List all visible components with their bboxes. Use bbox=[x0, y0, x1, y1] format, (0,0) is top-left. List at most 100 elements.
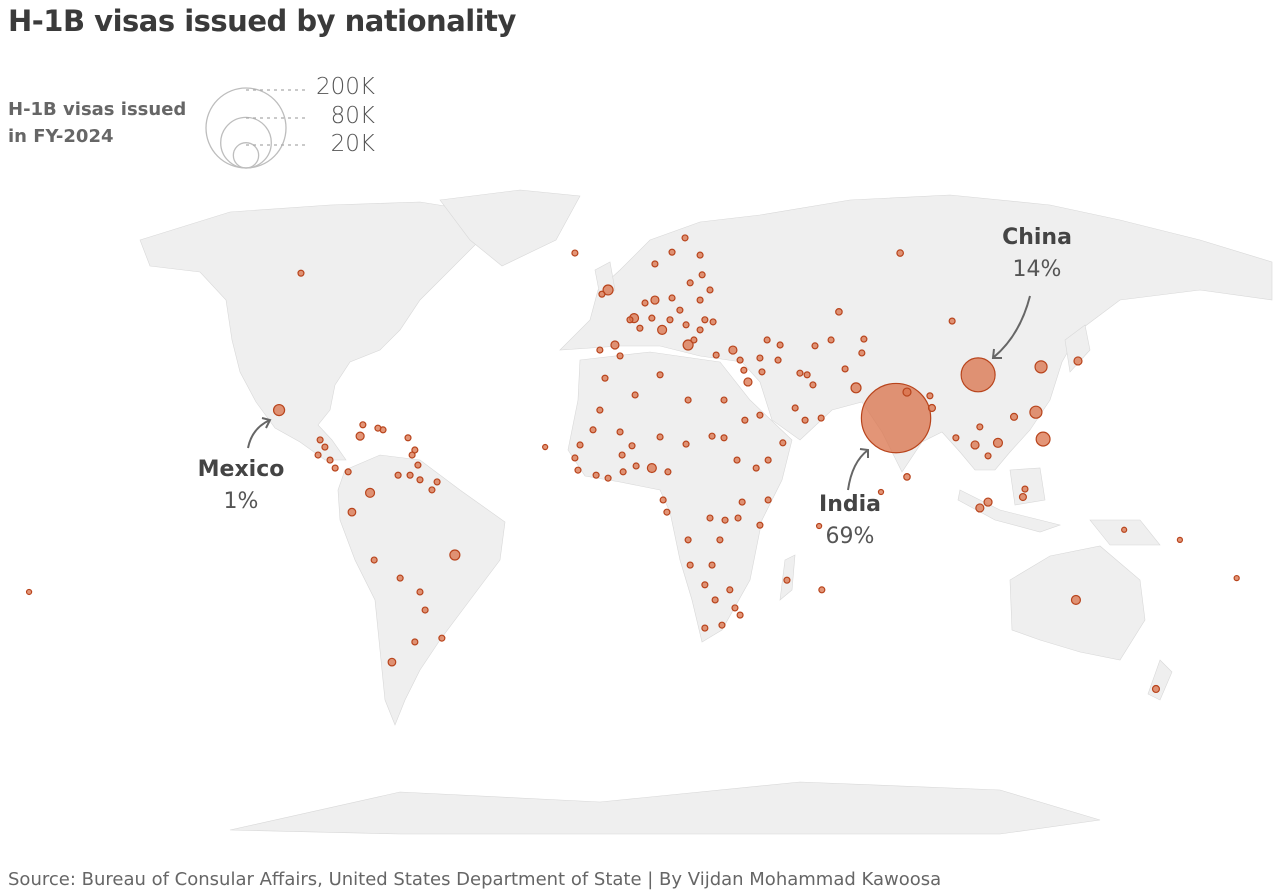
country-bubble bbox=[696, 326, 704, 334]
country-bubble bbox=[666, 316, 674, 324]
country-bubble bbox=[716, 536, 724, 544]
country-bubble bbox=[764, 496, 772, 504]
country-bubble bbox=[975, 503, 985, 513]
country-bubble bbox=[632, 462, 640, 470]
new-zealand bbox=[1147, 659, 1173, 701]
country-bubble bbox=[1121, 526, 1128, 533]
country-bubble bbox=[668, 294, 676, 302]
country-bubble bbox=[726, 586, 734, 594]
country-bubble bbox=[387, 657, 397, 667]
country-bubble bbox=[656, 371, 664, 379]
country-bubble bbox=[631, 391, 639, 399]
country-bubble bbox=[619, 468, 627, 476]
country-bubble bbox=[414, 461, 422, 469]
country-bubble bbox=[960, 357, 996, 393]
country-bubble bbox=[758, 368, 766, 376]
country-bubble bbox=[616, 428, 624, 436]
country-bubble bbox=[272, 403, 286, 417]
country-bubble bbox=[706, 514, 714, 522]
country-bubble bbox=[574, 466, 582, 474]
country-bubble bbox=[698, 271, 706, 279]
country-bubble bbox=[636, 324, 644, 332]
country-bubble bbox=[25, 588, 33, 596]
country-bubble bbox=[1176, 536, 1184, 544]
country-bubble bbox=[818, 586, 826, 594]
country-bubble bbox=[743, 377, 753, 387]
country-bubble bbox=[347, 507, 357, 517]
country-bubble bbox=[1009, 412, 1019, 421]
country-bubble bbox=[684, 536, 692, 544]
country-bubble bbox=[706, 286, 714, 294]
country-bubble bbox=[926, 392, 934, 400]
country-bubble bbox=[738, 498, 746, 506]
country-bubble bbox=[297, 269, 305, 277]
legend-circle-20k bbox=[232, 142, 260, 169]
country-bubble bbox=[858, 349, 866, 357]
country-bubble bbox=[1018, 492, 1027, 502]
country-bubble bbox=[983, 497, 993, 507]
country-bubble bbox=[314, 451, 322, 459]
country-bubble bbox=[433, 478, 441, 486]
country-bubble bbox=[421, 606, 429, 614]
country-bubble bbox=[571, 454, 579, 462]
country-bubble bbox=[733, 456, 741, 464]
mexico-arrowhead bbox=[261, 417, 272, 429]
country-bubble bbox=[355, 431, 365, 441]
india-arrowhead bbox=[859, 448, 869, 458]
country-bubble bbox=[370, 556, 378, 564]
country-bubble bbox=[827, 336, 835, 344]
country-bubble bbox=[659, 496, 667, 504]
country-bubble bbox=[686, 561, 694, 569]
country-bubble bbox=[449, 549, 461, 561]
country-bubble bbox=[860, 382, 932, 454]
china-arrow bbox=[993, 295, 1031, 358]
country-bubble bbox=[344, 468, 352, 476]
country-bubble bbox=[626, 316, 634, 324]
country-bubble bbox=[416, 476, 424, 484]
country-bubble bbox=[734, 514, 742, 522]
country-bubble bbox=[690, 336, 698, 344]
country-bubble bbox=[708, 432, 716, 440]
country-bubble bbox=[681, 234, 689, 242]
country-bubble bbox=[718, 621, 726, 629]
country-bubble bbox=[359, 421, 367, 429]
country-bubble bbox=[428, 486, 436, 494]
country-bubble bbox=[601, 374, 609, 382]
country-bubble bbox=[817, 414, 825, 422]
country-bubble bbox=[364, 487, 376, 498]
country-bubble bbox=[411, 446, 419, 454]
country-bubble bbox=[877, 488, 885, 496]
country-bubble bbox=[438, 634, 446, 642]
country-bubble bbox=[610, 340, 620, 350]
country-bubble bbox=[571, 249, 579, 257]
country-bubble bbox=[326, 456, 334, 464]
indonesia bbox=[957, 467, 1161, 546]
country-bubble bbox=[686, 279, 694, 287]
country-bubble bbox=[676, 306, 684, 314]
country-bubble bbox=[976, 423, 984, 431]
country-bubble bbox=[576, 441, 584, 449]
country-bubble bbox=[736, 611, 744, 619]
annotation-india-name: India bbox=[819, 492, 881, 517]
page-title: H-1B visas issued by nationality bbox=[8, 4, 516, 38]
country-bubble bbox=[709, 318, 717, 326]
country-bubble bbox=[656, 433, 664, 441]
legend-label-80k: 80K bbox=[330, 103, 375, 129]
country-bubble bbox=[1073, 356, 1083, 366]
size-legend bbox=[205, 87, 305, 169]
country-bubble bbox=[712, 351, 720, 359]
country-bubble bbox=[970, 440, 980, 450]
country-bubble bbox=[648, 314, 656, 322]
land-masses bbox=[139, 189, 1273, 835]
annotation-mexico-share: 1% bbox=[223, 489, 259, 514]
country-bubble bbox=[741, 416, 749, 424]
country-bubble bbox=[641, 299, 649, 307]
country-bubble bbox=[663, 508, 671, 516]
country-bubble bbox=[708, 561, 716, 569]
country-bubble bbox=[783, 576, 791, 584]
country-bubble bbox=[331, 464, 339, 472]
country-bubble bbox=[682, 339, 694, 351]
country-bubble bbox=[841, 365, 849, 373]
country-bubble bbox=[811, 342, 819, 350]
